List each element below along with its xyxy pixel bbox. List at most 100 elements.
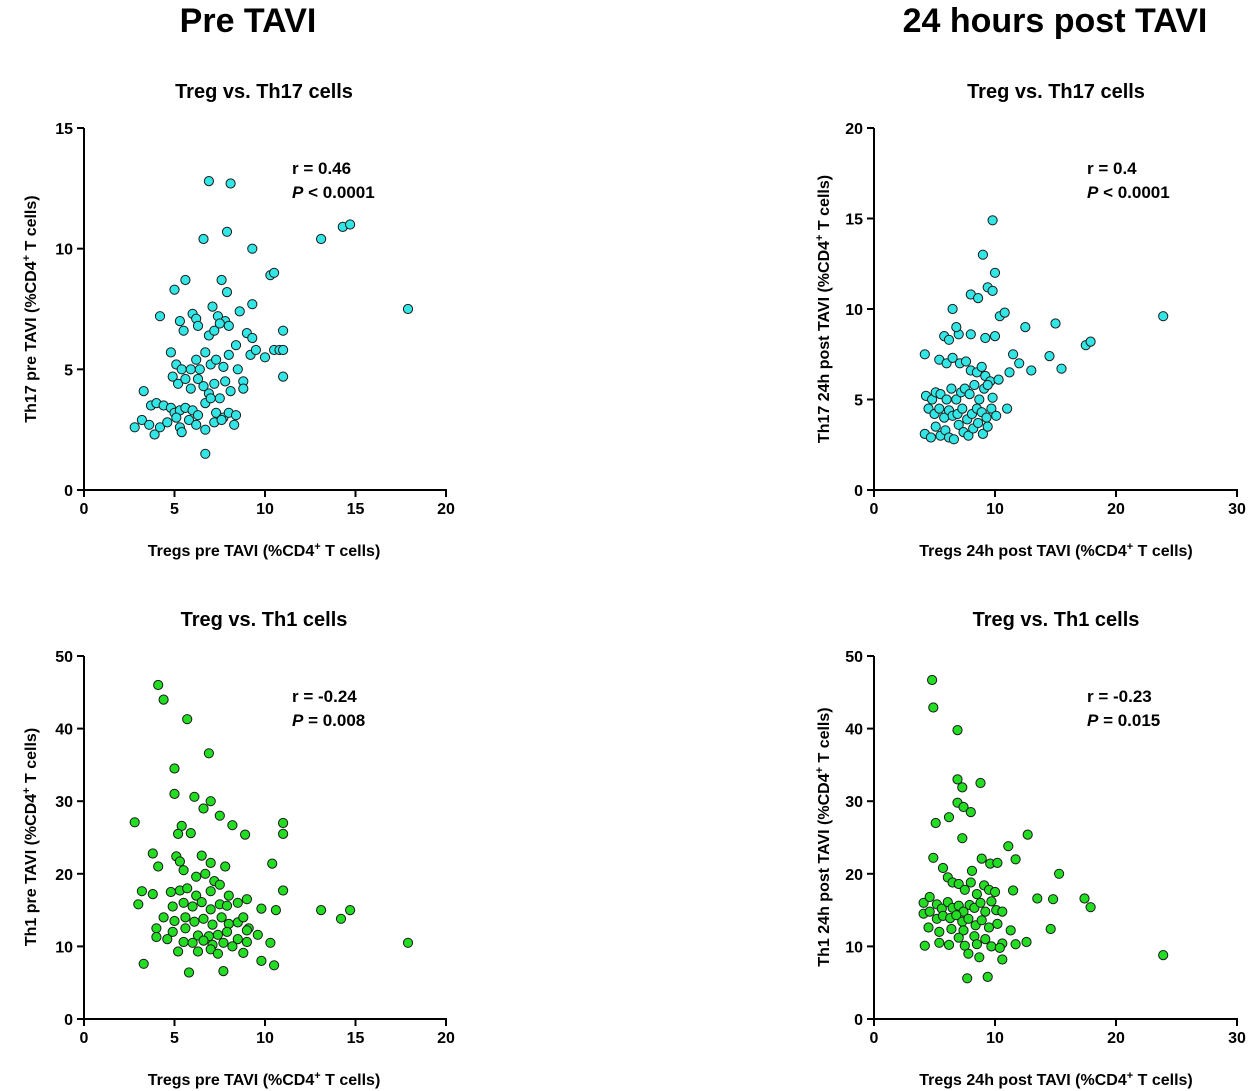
data-point — [1045, 923, 1056, 935]
data-point — [214, 393, 225, 404]
data-point — [930, 817, 941, 829]
data-point — [158, 912, 169, 923]
data-point — [203, 176, 214, 187]
data-point — [925, 432, 937, 443]
data-point — [951, 322, 962, 333]
y-tick-label: 20 — [845, 121, 863, 138]
x-tick-label: 15 — [347, 501, 365, 518]
data-point — [178, 865, 189, 876]
data-point — [951, 394, 962, 405]
data-point — [963, 913, 974, 924]
data-point — [207, 301, 218, 312]
y-tick-label: 5 — [854, 393, 863, 410]
data-point — [214, 810, 225, 821]
data-point — [987, 285, 998, 296]
data-point — [138, 386, 149, 397]
data-point — [957, 833, 968, 844]
data-point — [192, 373, 204, 385]
data-point — [176, 364, 187, 375]
chart-title: Treg vs. Th1 cells — [973, 609, 1140, 631]
data-point — [194, 364, 205, 375]
data-point — [205, 393, 216, 404]
data-point — [983, 922, 995, 933]
data-point — [149, 429, 160, 440]
data-point — [997, 954, 1008, 965]
data-point — [221, 226, 233, 237]
data-point — [133, 899, 144, 910]
data-point — [980, 906, 991, 917]
data-point — [959, 884, 970, 895]
x-tick-label: 20 — [1107, 501, 1125, 518]
data-point — [928, 852, 939, 863]
y-tick-label: 30 — [845, 794, 863, 811]
data-point — [247, 243, 258, 254]
data-point — [209, 378, 220, 389]
correlation-r: r = -0.24 — [292, 687, 357, 706]
data-point — [162, 417, 173, 428]
p-value: P < 0.0001 — [1087, 183, 1170, 202]
data-point — [220, 376, 231, 387]
data-point — [238, 912, 249, 923]
data-point — [214, 879, 225, 890]
data-point — [1158, 311, 1169, 322]
x-tick-label: 30 — [1228, 501, 1246, 518]
data-point — [178, 897, 189, 908]
data-point — [174, 316, 185, 327]
data-point — [982, 971, 993, 983]
data-point — [183, 414, 195, 426]
data-point — [974, 952, 985, 963]
data-point — [1020, 322, 1031, 333]
data-point — [198, 803, 209, 814]
data-point — [951, 910, 962, 921]
data-point — [200, 868, 211, 879]
data-point — [182, 714, 193, 725]
data-point — [278, 344, 289, 356]
data-point — [165, 886, 176, 898]
data-point — [267, 858, 278, 869]
data-point — [1044, 351, 1055, 362]
data-point — [1003, 841, 1014, 852]
data-point — [200, 347, 211, 358]
data-point — [173, 378, 184, 389]
column-title-pre: Pre TAVI — [179, 2, 317, 40]
y-tick-label: 30 — [55, 794, 73, 811]
data-point — [174, 856, 185, 867]
data-point — [278, 828, 289, 840]
x-tick-label: 10 — [256, 1030, 274, 1047]
data-point — [196, 897, 207, 908]
data-point — [1005, 925, 1016, 936]
data-point — [345, 219, 356, 230]
y-tick-label: 10 — [55, 242, 73, 259]
data-point — [205, 886, 216, 897]
data-point — [227, 820, 238, 831]
data-point — [240, 829, 251, 840]
y-tick-label: 15 — [845, 212, 863, 229]
data-point — [987, 392, 998, 403]
data-point — [963, 948, 974, 959]
data-point — [151, 923, 162, 934]
x-tick-label: 0 — [80, 501, 89, 518]
data-point — [187, 937, 198, 948]
data-point — [234, 306, 245, 317]
data-point — [185, 364, 196, 375]
data-point — [943, 939, 955, 951]
data-point — [230, 340, 242, 351]
data-point — [269, 960, 280, 971]
x-tick-label: 0 — [870, 501, 879, 518]
data-point — [1002, 403, 1013, 414]
data-point — [225, 386, 236, 397]
data-point — [187, 901, 198, 912]
data-point — [316, 233, 327, 245]
y-tick-label: 0 — [64, 483, 73, 500]
data-point — [153, 679, 164, 691]
data-point — [211, 407, 222, 418]
data-point — [189, 791, 200, 802]
data-point — [171, 412, 182, 423]
data-point — [1004, 367, 1015, 378]
data-point — [176, 427, 187, 438]
data-point — [153, 861, 164, 872]
x-tick-label: 10 — [256, 501, 274, 518]
data-point — [198, 381, 209, 392]
data-point — [953, 419, 964, 430]
data-point — [230, 410, 242, 421]
